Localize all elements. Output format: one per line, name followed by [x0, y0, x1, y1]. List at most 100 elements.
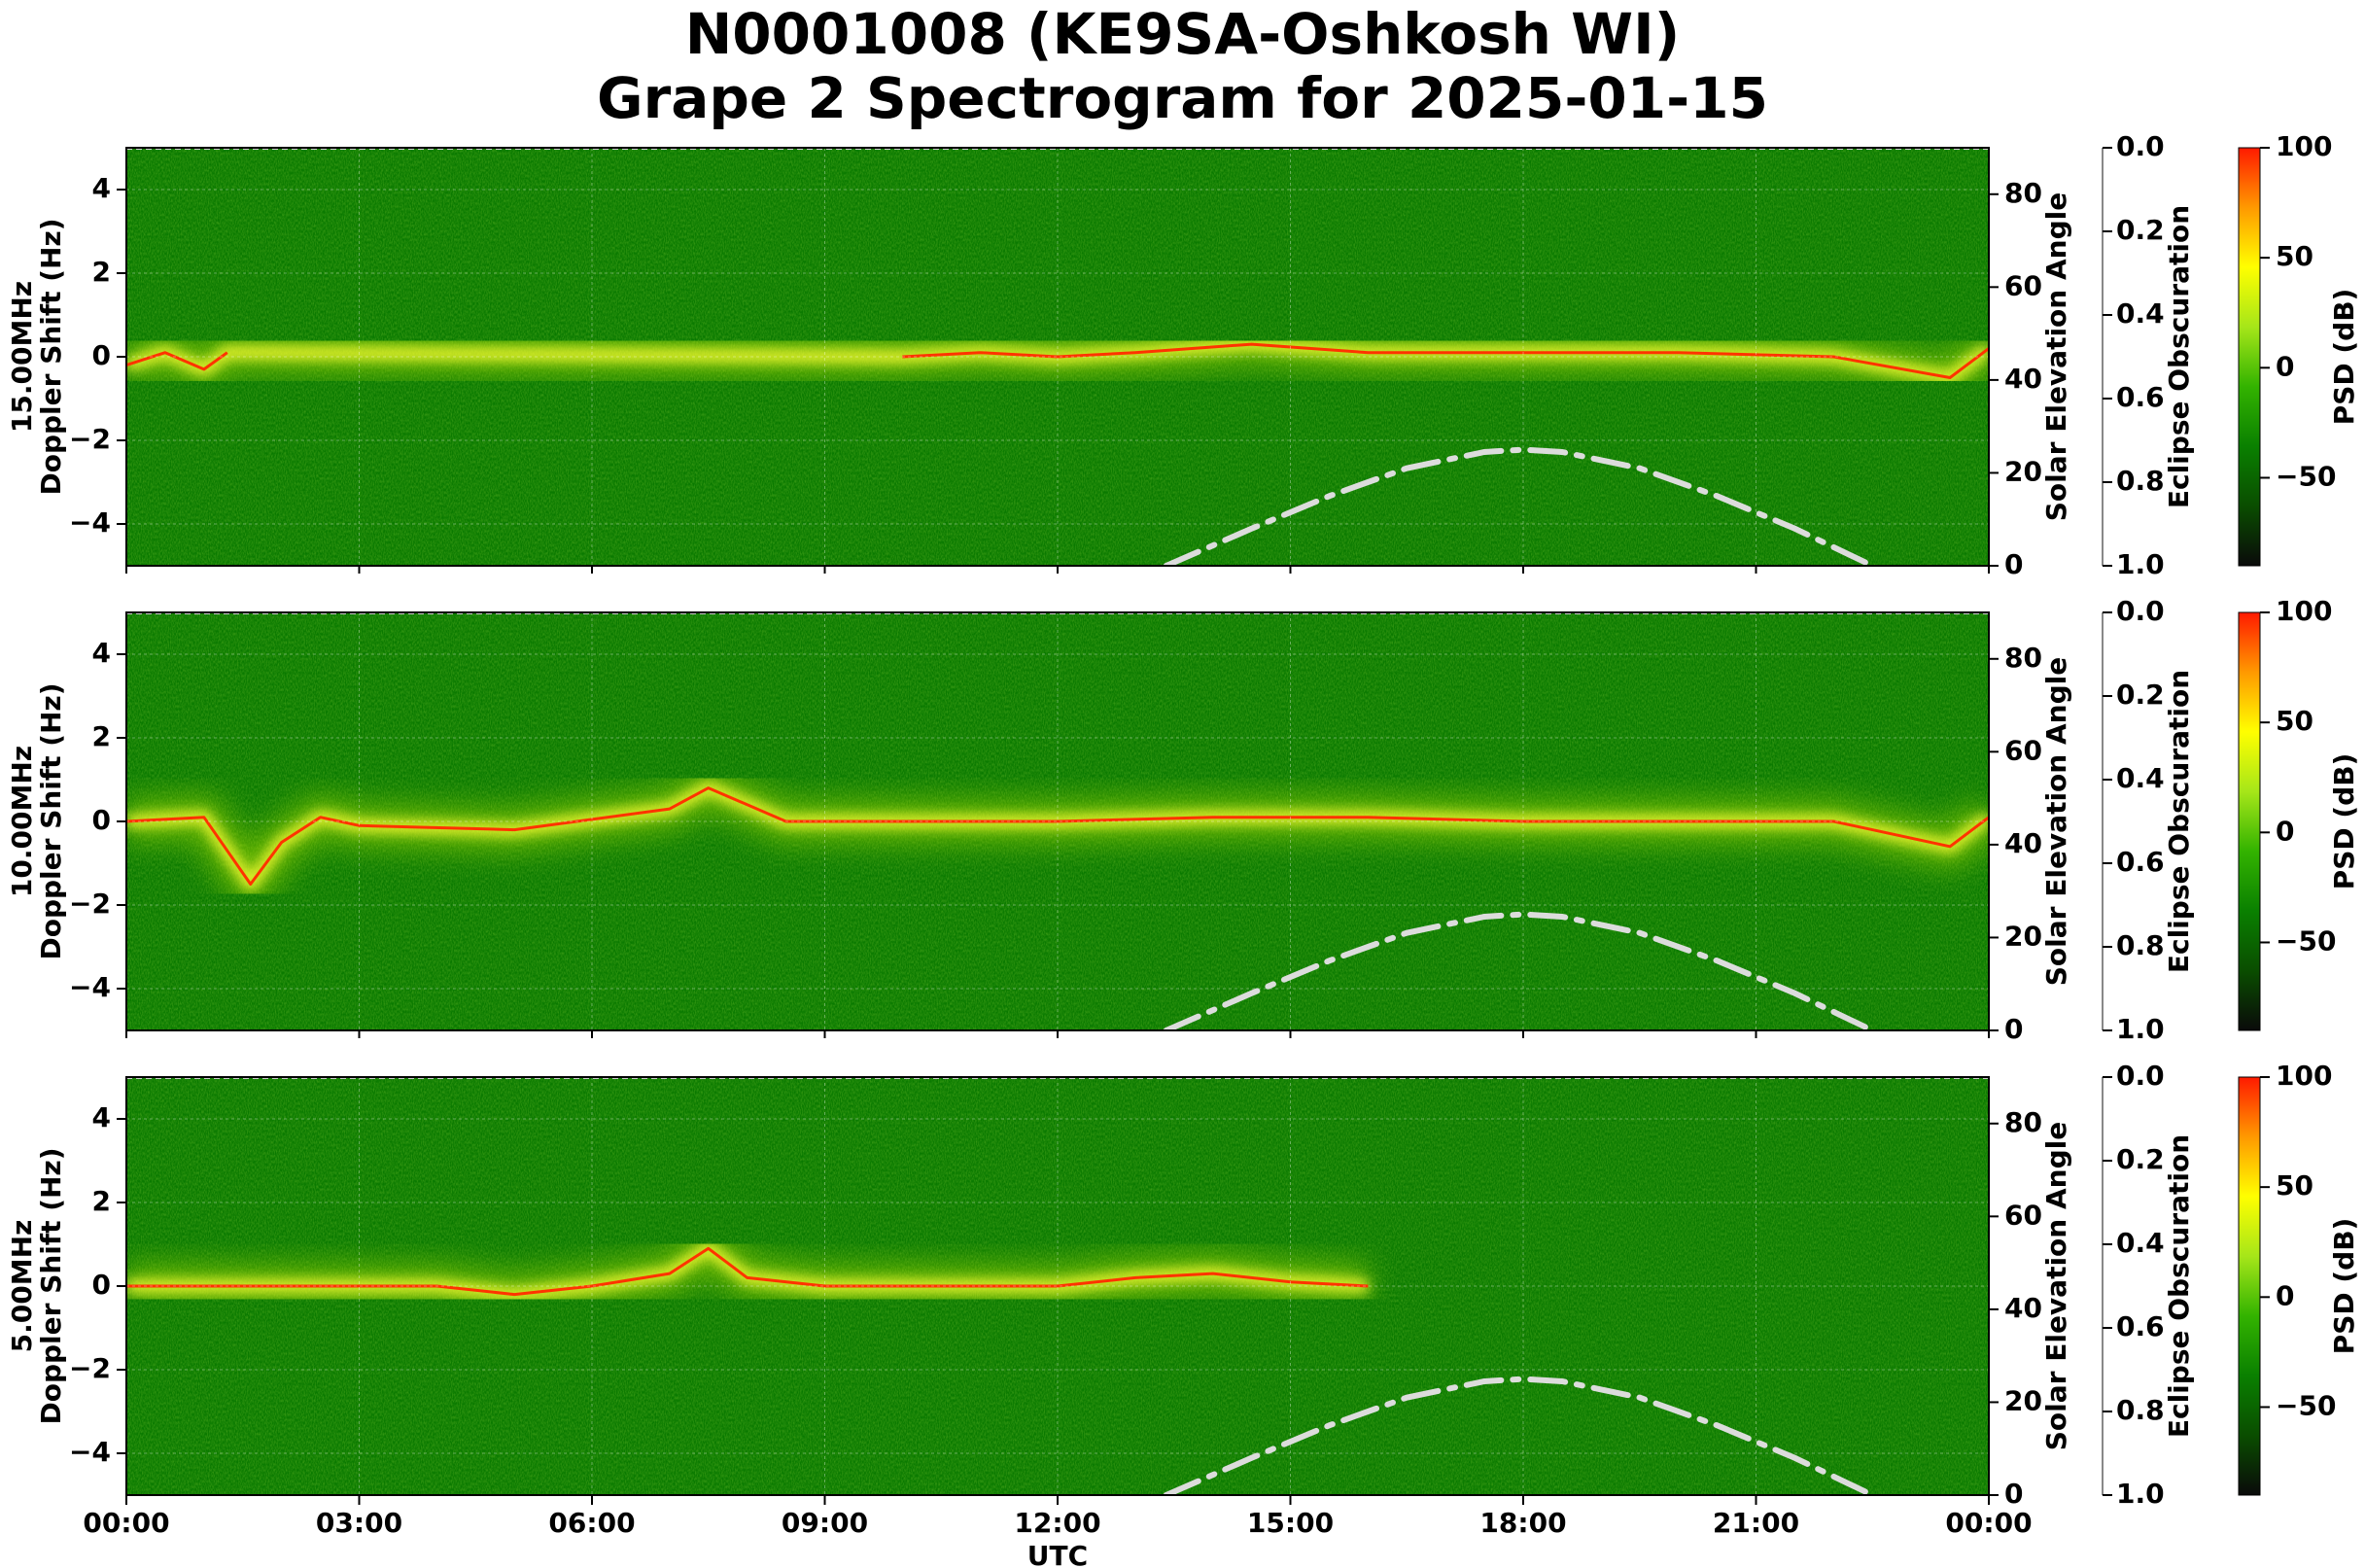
xtick-label: 15:00 — [1247, 1507, 1334, 1539]
solar-axis-label: Solar Elevation Angle — [2040, 192, 2072, 521]
solar-tick-label: 40 — [2004, 827, 2042, 859]
xtick-label: 06:00 — [548, 1507, 635, 1539]
solar-tick-label: 40 — [2004, 363, 2042, 395]
eclipse-tick-label: 0.6 — [2116, 1310, 2165, 1342]
solar-tick-label: 60 — [2004, 1199, 2042, 1231]
solar-axis-label: Solar Elevation Angle — [2040, 657, 2072, 986]
solar-tick-label: 80 — [2004, 177, 2042, 209]
eclipse-tick-label: 0.2 — [2116, 1143, 2165, 1175]
solar-tick-label: 80 — [2004, 1106, 2042, 1138]
eclipse-tick-label: 1.0 — [2116, 1013, 2165, 1045]
ytick-label: 4 — [92, 1101, 111, 1133]
solar-tick-label: 0 — [2004, 1013, 2023, 1045]
eclipse-tick-label: 0.4 — [2116, 297, 2165, 330]
solar-elevation-curve — [1163, 911, 1876, 1030]
eclipse-axis-label: Eclipse Obscuration — [2163, 205, 2195, 508]
eclipse-tick-label: 0.0 — [2116, 1060, 2165, 1092]
solar-tick-label: 60 — [2004, 269, 2042, 301]
eclipse-axis-label: Eclipse Obscuration — [2163, 670, 2195, 973]
solar-tick-label: 80 — [2004, 642, 2042, 674]
colorbar-tick-label: −50 — [2276, 460, 2336, 492]
ylabel-frequency: 5.00MHz — [6, 1220, 38, 1353]
solar-tick-label: 0 — [2004, 1478, 2023, 1510]
solar-tick-label: 20 — [2004, 1384, 2042, 1416]
colorbar-tick-label: 100 — [2276, 130, 2332, 162]
ylabel-doppler: Doppler Shift (Hz) — [35, 218, 67, 495]
signal-track-segment — [902, 342, 1989, 379]
solar-tick-label: 20 — [2004, 920, 2042, 952]
xtick-label: 09:00 — [782, 1507, 868, 1539]
ytick-label: 4 — [92, 637, 111, 669]
signal-track-segment — [126, 351, 228, 371]
colorbar-tick-label: 0 — [2276, 815, 2294, 847]
ytick-label: 4 — [92, 172, 111, 204]
xtick-label: 03:00 — [316, 1507, 402, 1539]
ylabel-frequency: 15.00MHz — [6, 281, 38, 433]
colorbar-tick-label: 50 — [2276, 705, 2313, 737]
xtick-label: 00:00 — [1945, 1507, 2032, 1539]
heatmap-content — [126, 1077, 1989, 1495]
eclipse-tick-label: 0.8 — [2116, 929, 2165, 961]
ytick-label: −4 — [69, 1436, 111, 1468]
eclipse-tick-label: 0.6 — [2116, 381, 2165, 413]
ytick-label: −4 — [69, 971, 111, 1003]
solar-tick-label: 40 — [2004, 1292, 2042, 1324]
colorbar-tick-label: 50 — [2276, 1169, 2313, 1202]
solar-elevation-curve — [1163, 1376, 1876, 1495]
xtick-label: 00:00 — [83, 1507, 169, 1539]
colorbar-tick-label: 0 — [2276, 1279, 2294, 1311]
ytick-label: 2 — [92, 1185, 111, 1217]
colorbar — [2238, 1076, 2261, 1496]
ytick-label: −2 — [69, 1352, 111, 1384]
colorbar-tick-label: −50 — [2276, 1389, 2336, 1421]
ytick-label: −4 — [69, 506, 111, 539]
ytick-label: 0 — [92, 804, 111, 836]
eclipse-axis-label: Eclipse Obscuration — [2163, 1134, 2195, 1438]
ytick-label: −2 — [69, 888, 111, 920]
colorbar-label: PSD (dB) — [2328, 753, 2360, 890]
solar-tick-label: 60 — [2004, 734, 2042, 766]
figure-title: N0001008 (KE9SA-Oshkosh WI) Grape 2 Spec… — [0, 2, 2365, 130]
xtick-label: 21:00 — [1713, 1507, 1799, 1539]
colorbar — [2238, 611, 2261, 1031]
ytick-label: 0 — [92, 1269, 111, 1301]
title-line-1: N0001008 (KE9SA-Oshkosh WI) — [684, 1, 1681, 67]
solar-elevation-curve — [1163, 446, 1876, 566]
eclipse-tick-label: 0.6 — [2116, 846, 2165, 878]
ytick-label: 2 — [92, 720, 111, 752]
colorbar-tick-label: 0 — [2276, 350, 2294, 382]
eclipse-tick-label: 1.0 — [2116, 1478, 2165, 1510]
eclipse-tick-label: 0.2 — [2116, 679, 2165, 711]
ylabel-doppler: Doppler Shift (Hz) — [35, 1147, 67, 1424]
xtick-label: 12:00 — [1014, 1507, 1100, 1539]
eclipse-tick-label: 0.8 — [2116, 465, 2165, 497]
eclipse-tick-label: 0.4 — [2116, 762, 2165, 794]
ytick-label: 0 — [92, 339, 111, 371]
colorbar-tick-label: 100 — [2276, 1060, 2332, 1092]
eclipse-tick-label: 0.0 — [2116, 130, 2165, 162]
colorbar-tick-label: −50 — [2276, 924, 2336, 957]
solar-tick-label: 0 — [2004, 548, 2023, 580]
eclipse-tick-label: 0.2 — [2116, 214, 2165, 246]
colorbar — [2238, 147, 2261, 567]
heatmap-content — [126, 612, 1989, 1030]
signal-track-segment — [126, 786, 1989, 886]
title-line-2: Grape 2 Spectrogram for 2025-01-15 — [597, 65, 1768, 131]
signal-track-segment — [126, 1246, 1369, 1297]
ytick-label: 2 — [92, 256, 111, 288]
ytick-label: −2 — [69, 423, 111, 455]
heatmap-content — [126, 148, 1989, 566]
eclipse-tick-label: 1.0 — [2116, 548, 2165, 580]
solar-axis-label: Solar Elevation Angle — [2040, 1122, 2072, 1450]
solar-tick-label: 20 — [2004, 455, 2042, 487]
ylabel-frequency: 10.00MHz — [6, 746, 38, 897]
xlabel: UTC — [1027, 1540, 1088, 1568]
colorbar-label: PSD (dB) — [2328, 1218, 2360, 1355]
colorbar-label: PSD (dB) — [2328, 289, 2360, 426]
ylabel-doppler: Doppler Shift (Hz) — [35, 682, 67, 959]
eclipse-tick-label: 0.0 — [2116, 595, 2165, 627]
